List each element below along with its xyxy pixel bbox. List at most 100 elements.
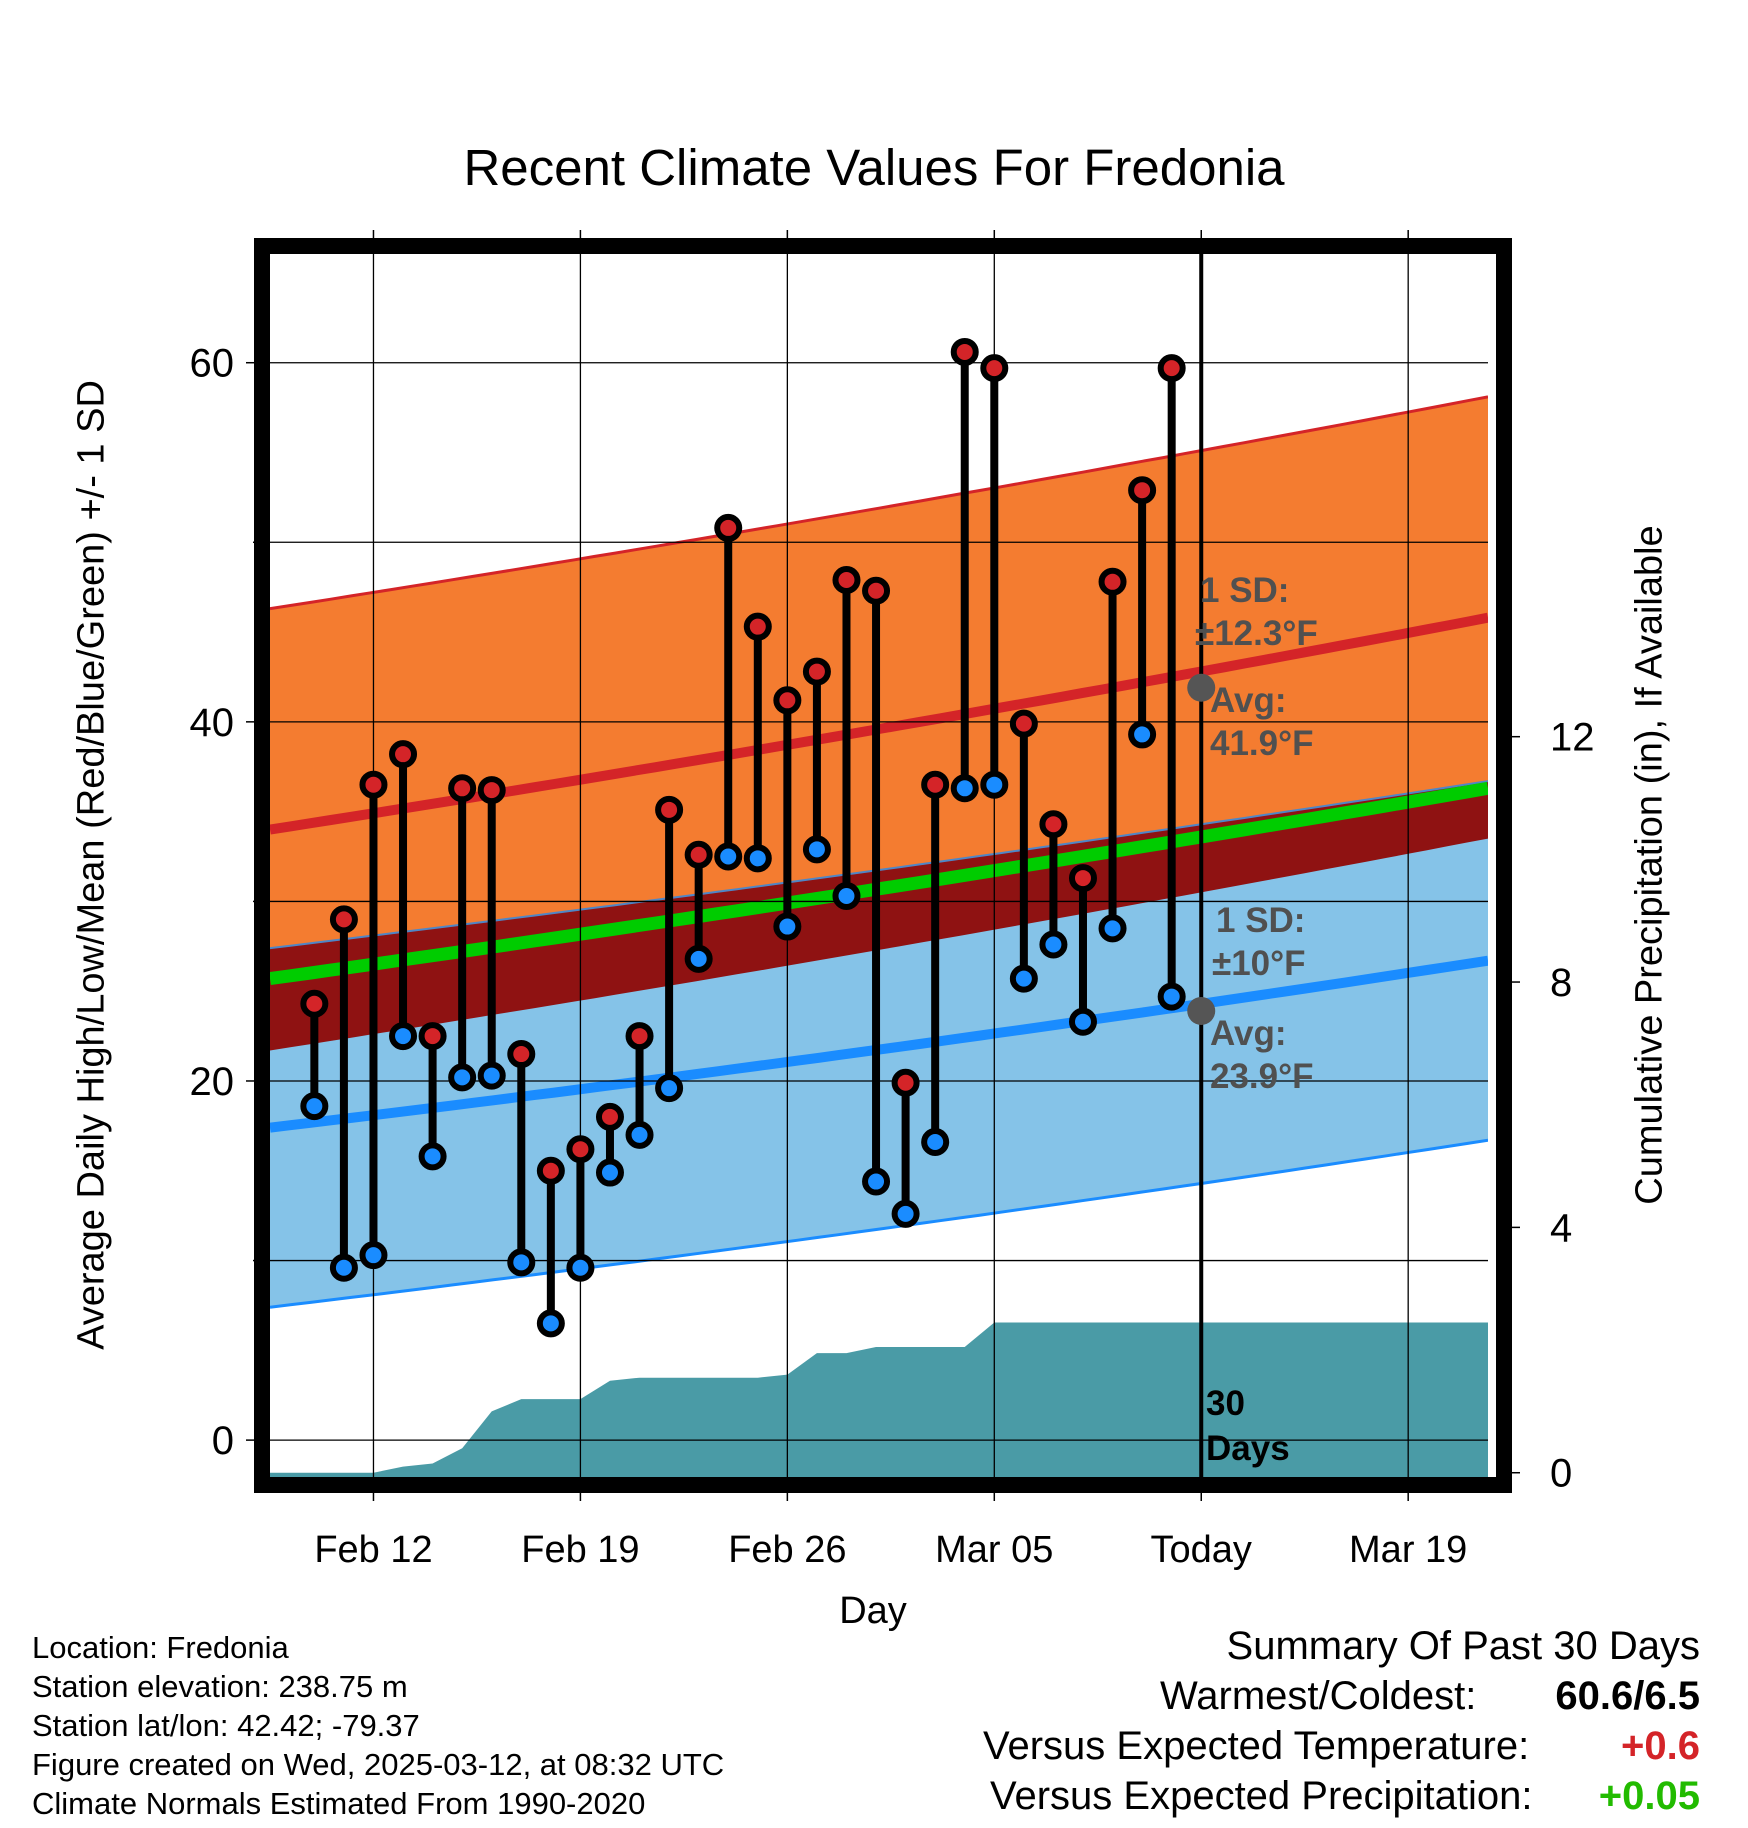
y2-tick-label: 12 <box>1550 716 1595 760</box>
y2-tick-label: 4 <box>1550 1206 1572 1250</box>
x-tick-label: Today <box>1151 1529 1252 1571</box>
daily-high-point <box>1098 567 1127 596</box>
low-sd-label: 1 SD: <box>1216 901 1305 940</box>
daily-low-point <box>536 1309 565 1338</box>
x-tick-label: Feb 19 <box>521 1529 639 1571</box>
daily-low-point <box>448 1063 477 1092</box>
plot-area <box>270 246 1488 1485</box>
low-avg-value: 23.9°F <box>1210 1057 1314 1096</box>
y-tick-label: 40 <box>190 701 235 745</box>
chart-title: Recent Climate Values For Fredonia <box>463 139 1285 196</box>
daily-high-point <box>1157 354 1186 383</box>
daily-low-point <box>980 770 1009 799</box>
plot-frame <box>254 238 1512 1493</box>
daily-high-point <box>477 776 506 805</box>
daily-high-point <box>684 840 713 869</box>
daily-low-point <box>300 1092 329 1121</box>
daily-low-point <box>566 1253 595 1282</box>
daily-low-point <box>507 1248 536 1277</box>
daily-high-point <box>1068 864 1097 893</box>
daily-high-point <box>773 686 802 715</box>
y2-tick-label: 0 <box>1550 1452 1572 1496</box>
daily-high-point <box>1009 709 1038 738</box>
y2-axis-label: Cumulative Precipitation (in), If Availa… <box>1628 525 1671 1205</box>
daily-low-point <box>477 1061 506 1090</box>
today-low-avg-dot <box>1187 996 1216 1025</box>
daily-low-point <box>625 1120 654 1149</box>
daily-high-point <box>625 1022 654 1051</box>
footer-elevation: Station elevation: 238.75 m <box>32 1669 408 1704</box>
summary-heading: Summary Of Past 30 Days <box>1226 1624 1700 1668</box>
daily-high-point <box>832 565 861 594</box>
y-tick-label: 60 <box>190 342 235 386</box>
y-tick-label: 20 <box>190 1060 235 1104</box>
daily-high-point <box>714 513 743 542</box>
y-tick-label: 0 <box>212 1419 234 1463</box>
daily-high-point <box>1039 810 1068 839</box>
daily-low-point <box>329 1253 358 1282</box>
daily-low-point <box>921 1128 950 1157</box>
daily-low-point <box>359 1241 388 1270</box>
daily-low-point <box>389 1022 418 1051</box>
daily-low-point <box>743 844 772 873</box>
daily-low-point <box>862 1167 891 1196</box>
high-avg-label: Avg: <box>1210 681 1286 720</box>
daily-high-point <box>891 1068 920 1097</box>
x-tick-label: Mar 05 <box>935 1529 1053 1571</box>
daily-high-point <box>566 1135 595 1164</box>
daily-low-point <box>1068 1007 1097 1036</box>
daily-high-point <box>300 989 329 1018</box>
daily-high-point <box>507 1040 536 1069</box>
high-sd-upper-edge <box>270 395 1488 611</box>
daily-high-point <box>595 1102 624 1131</box>
daily-high-point <box>655 795 684 824</box>
footer-created: Figure created on Wed, 2025-03-12, at 08… <box>32 1747 725 1782</box>
summary-precip-value: +0.05 <box>1598 1774 1700 1818</box>
daily-high-point <box>1128 476 1157 505</box>
daily-high-point <box>448 774 477 803</box>
summary-temp-value: +0.6 <box>1621 1724 1700 1768</box>
daily-low-point <box>773 912 802 941</box>
daily-low-point <box>1039 930 1068 959</box>
precip-area <box>270 1322 1488 1485</box>
daily-low-point <box>595 1158 624 1187</box>
summary-warm-cold-value: 60.6/6.5 <box>1555 1674 1700 1718</box>
x-tick-label: Feb 12 <box>314 1529 432 1571</box>
daily-high-point <box>536 1156 565 1185</box>
summary-temp-label: Versus Expected Temperature: <box>983 1724 1530 1768</box>
x-axis-label: Day <box>839 1590 907 1632</box>
daily-low-point <box>1128 720 1157 749</box>
y2-tick-label: 8 <box>1550 961 1572 1005</box>
daily-high-point <box>802 657 831 686</box>
daily-high-point <box>980 354 1009 383</box>
daily-low-point <box>714 842 743 871</box>
footer-normals: Climate Normals Estimated From 1990-2020 <box>32 1786 646 1821</box>
daily-low-point <box>950 774 979 803</box>
daily-high-point <box>389 740 418 769</box>
daily-low-point <box>418 1142 447 1171</box>
x-tick-label: Feb 26 <box>728 1529 846 1571</box>
low-avg-label: Avg: <box>1210 1014 1286 1053</box>
daily-low-point <box>832 882 861 911</box>
y-axis-label: Average Daily High/Low/Mean (Red/Blue/Gr… <box>70 380 113 1350</box>
days-label-line1: 30 <box>1206 1384 1245 1423</box>
daily-low-point <box>1009 964 1038 993</box>
daily-high-point <box>921 770 950 799</box>
daily-high-point <box>418 1022 447 1051</box>
daily-low-point <box>684 944 713 973</box>
low-sd-value: ±10°F <box>1212 944 1306 983</box>
daily-high-point <box>743 612 772 641</box>
daily-low-point <box>891 1199 920 1228</box>
daily-low-point <box>1157 982 1186 1011</box>
daily-high-point <box>359 770 388 799</box>
footer-location: Location: Fredonia <box>32 1630 289 1665</box>
daily-high-point <box>950 337 979 366</box>
today-high-avg-dot <box>1187 673 1216 702</box>
summary-precip-label: Versus Expected Precipitation: <box>990 1774 1533 1818</box>
low-sd-lower-edge <box>270 1138 1488 1309</box>
x-tick-label: Mar 19 <box>1349 1529 1467 1571</box>
footer-latlon: Station lat/lon: 42.42; -79.37 <box>32 1708 420 1743</box>
daily-low-point <box>655 1074 684 1103</box>
days-label-line2: Days <box>1206 1429 1290 1468</box>
